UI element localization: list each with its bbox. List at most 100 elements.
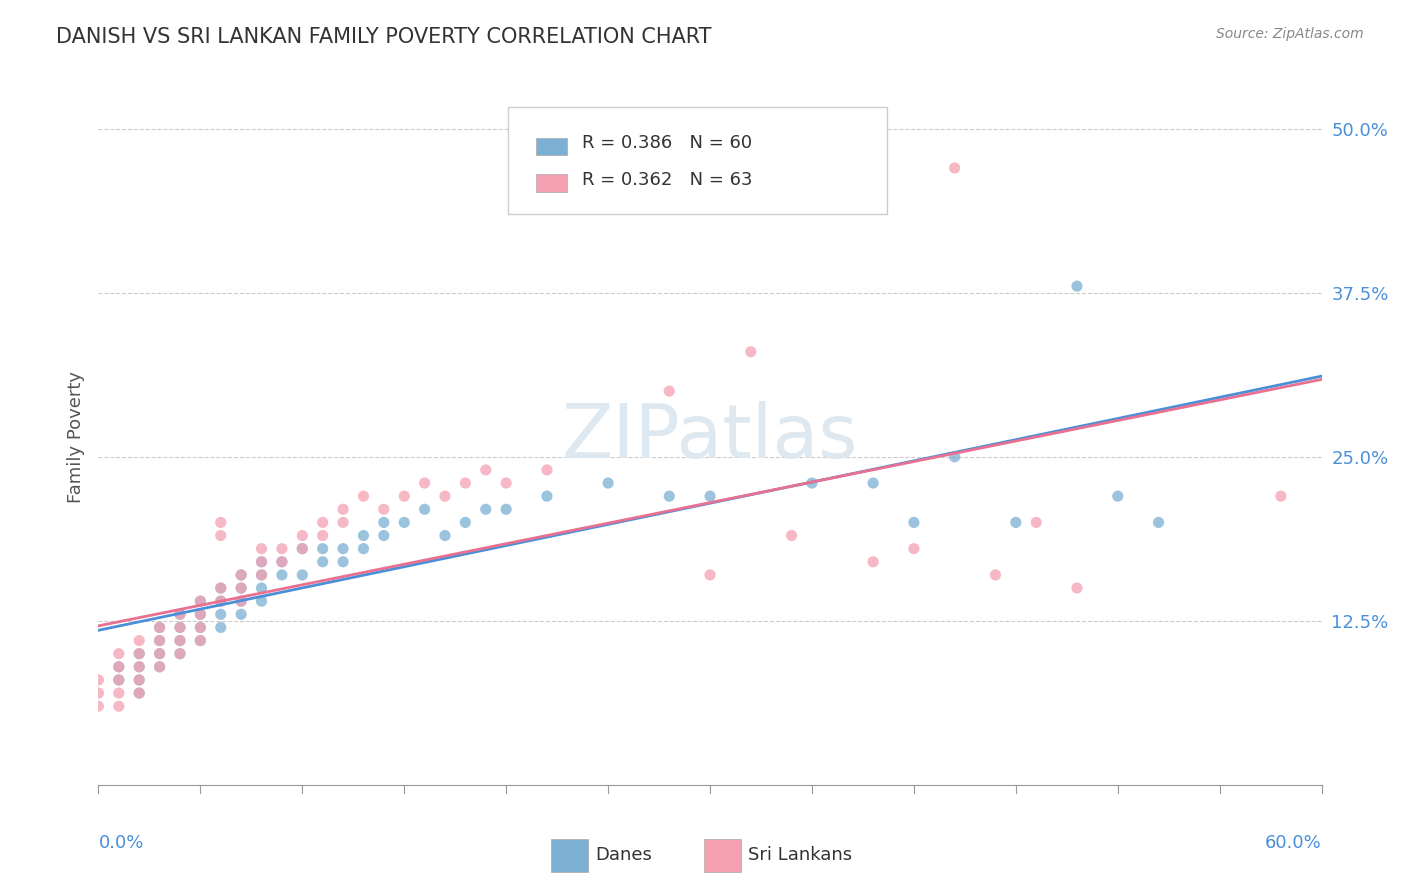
Point [188,594,212,608]
FancyBboxPatch shape [551,838,588,872]
Point [149,660,172,674]
Point [149,647,172,661]
Point [434,489,457,503]
Point [250,568,273,582]
Point [209,620,232,634]
Point [312,555,335,569]
Point [801,476,824,491]
Point [128,686,150,700]
Point [149,647,172,661]
Point [598,476,620,491]
Point [862,476,884,491]
Point [128,633,150,648]
Point [108,699,131,714]
Point [373,516,395,530]
Text: R = 0.362   N = 63: R = 0.362 N = 63 [582,171,752,189]
Point [108,686,131,700]
Point [312,541,335,556]
Point [108,660,131,674]
Point [1025,516,1047,530]
Point [291,541,314,556]
Point [903,541,925,556]
Point [108,647,131,661]
Point [209,516,232,530]
Point [169,620,191,634]
Point [413,502,436,516]
Point [474,502,498,516]
Point [392,516,416,530]
Point [536,489,558,503]
Point [128,673,150,687]
Point [312,528,335,542]
Point [149,633,172,648]
Point [250,581,273,595]
Point [536,463,558,477]
Point [1004,516,1026,530]
Point [434,528,457,542]
Point [231,568,253,582]
Point [169,607,191,622]
Point [373,528,395,542]
Point [454,476,477,491]
Point [188,594,212,608]
Point [169,647,191,661]
Point [209,581,232,595]
Point [169,607,191,622]
Point [658,489,681,503]
Point [250,555,273,569]
Text: DANISH VS SRI LANKAN FAMILY POVERTY CORRELATION CHART: DANISH VS SRI LANKAN FAMILY POVERTY CORR… [56,27,711,46]
Point [231,607,253,622]
Point [149,620,172,634]
Point [943,450,966,464]
Point [903,516,925,530]
Point [209,528,232,542]
Point [392,489,416,503]
Point [270,555,294,569]
Point [209,607,232,622]
Point [454,516,477,530]
Point [250,568,273,582]
Point [250,555,273,569]
Point [495,502,517,516]
Point [128,673,150,687]
Point [658,384,681,398]
Point [373,502,395,516]
Point [780,528,803,542]
Point [188,633,212,648]
Point [188,607,212,622]
Text: Danes: Danes [595,846,652,863]
Point [413,476,436,491]
Point [108,660,131,674]
Point [291,528,314,542]
Point [128,660,150,674]
Point [352,489,374,503]
Point [188,620,212,634]
Point [291,568,314,582]
Text: Source: ZipAtlas.com: Source: ZipAtlas.com [1216,27,1364,41]
Point [699,568,721,582]
Point [149,620,172,634]
Point [332,502,354,516]
Point [169,647,191,661]
Point [231,581,253,595]
Point [270,555,294,569]
Text: R = 0.386   N = 60: R = 0.386 N = 60 [582,135,752,153]
FancyBboxPatch shape [704,838,741,872]
Point [270,568,294,582]
Point [862,555,884,569]
Point [1066,279,1088,293]
Point [250,594,273,608]
Point [231,568,253,582]
Point [231,594,253,608]
Point [128,660,150,674]
Point [495,476,517,491]
Point [128,647,150,661]
Point [699,489,721,503]
Point [984,568,1007,582]
Point [740,344,762,359]
FancyBboxPatch shape [536,175,567,192]
Point [231,581,253,595]
Point [1066,581,1088,595]
Point [87,673,110,687]
Point [149,633,172,648]
